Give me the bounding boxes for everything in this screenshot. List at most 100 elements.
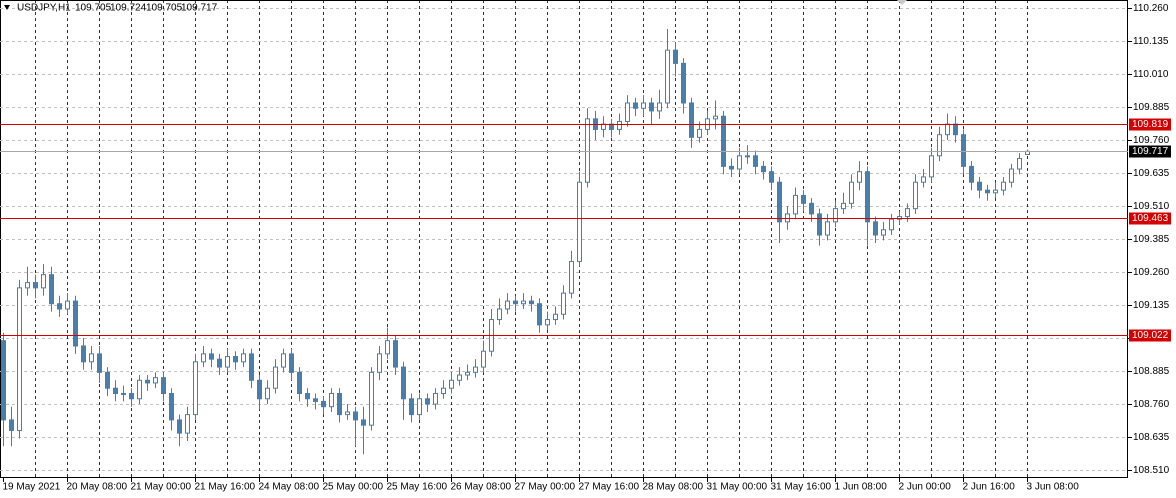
x-tick-label: 19 May 2021 xyxy=(3,482,61,493)
x-tick-label: 25 May 00:00 xyxy=(323,482,384,493)
candle-body xyxy=(537,303,542,326)
candle-body xyxy=(449,379,454,389)
shift-marker xyxy=(897,0,907,5)
candle-body xyxy=(665,49,670,104)
x-tick-label: 2 Jun 00:00 xyxy=(899,482,952,493)
candle-body xyxy=(289,353,294,373)
candle-body xyxy=(401,366,406,400)
candle-body xyxy=(465,371,470,376)
y-tick-label: 109.260 xyxy=(1133,267,1170,278)
candle-body xyxy=(481,350,486,368)
candle-body xyxy=(513,300,518,305)
x-tick-label: 3 Jun 08:00 xyxy=(1027,482,1080,493)
y-tick-label: 109.135 xyxy=(1133,300,1170,311)
y-tick-label: 108.760 xyxy=(1133,399,1170,410)
candle-body xyxy=(73,300,78,347)
candle-body xyxy=(729,165,734,170)
candle-body xyxy=(697,128,702,138)
candle-body xyxy=(897,216,902,220)
candle-body xyxy=(81,345,86,363)
candle-body xyxy=(177,419,182,434)
current-price-label: 109.717 xyxy=(1132,146,1169,157)
candle-body xyxy=(953,123,958,136)
candle-body xyxy=(1009,168,1014,183)
candle-body xyxy=(305,392,310,400)
x-tick-label: 24 May 08:00 xyxy=(259,482,320,493)
x-tick-label: 27 May 16:00 xyxy=(579,482,640,493)
candle-body xyxy=(409,398,414,416)
candle-body xyxy=(209,353,214,360)
candle-body xyxy=(937,134,942,157)
y-tick-label: 108.510 xyxy=(1133,465,1170,476)
candle-body xyxy=(561,292,566,315)
x-tick-label: 27 May 00:00 xyxy=(515,482,576,493)
candle-body xyxy=(945,123,950,136)
candle-body xyxy=(377,353,382,373)
y-tick-label: 109.635 xyxy=(1133,168,1170,179)
candle-body xyxy=(113,387,118,394)
symbol-menu-arrow[interactable] xyxy=(4,5,10,10)
candle-body xyxy=(65,300,70,310)
y-tick-label: 109.510 xyxy=(1133,201,1170,212)
candle-body xyxy=(961,134,966,167)
candle-body xyxy=(433,392,438,405)
candle-body xyxy=(657,102,662,112)
candle-body xyxy=(569,260,574,294)
candle-body xyxy=(337,392,342,416)
candle-body xyxy=(833,208,838,223)
candle-body xyxy=(577,181,582,262)
level-label-box xyxy=(1129,118,1171,131)
x-tick-label: 21 May 16:00 xyxy=(195,482,256,493)
candle-body xyxy=(329,392,334,408)
candle-body xyxy=(881,229,886,236)
x-tick-label: 21 May 00:00 xyxy=(131,482,192,493)
header-high: 109.724 xyxy=(110,3,147,14)
candle-body xyxy=(1017,157,1022,170)
candle-body xyxy=(193,361,198,416)
candle-body xyxy=(641,102,646,109)
candle-body xyxy=(753,155,758,167)
candle-body xyxy=(369,371,374,426)
x-tick-label: 28 May 08:00 xyxy=(643,482,704,493)
candle-body xyxy=(969,165,974,183)
header-open: 109.705 xyxy=(75,3,112,14)
candle-body xyxy=(201,353,206,363)
current-price-box xyxy=(1129,145,1171,158)
candle-body xyxy=(321,400,326,408)
y-tick-label: 110.010 xyxy=(1133,69,1169,80)
candle-body xyxy=(721,115,726,167)
candle-body xyxy=(297,371,302,394)
candle-body xyxy=(745,155,750,158)
header-low: 109.705 xyxy=(146,3,183,14)
symbol-label: USDJPY,H1 xyxy=(17,3,71,14)
candle-body xyxy=(801,194,806,204)
candle-body xyxy=(521,300,526,305)
candle-body xyxy=(633,102,638,109)
x-tick-label: 2 Jun 16:00 xyxy=(963,482,1016,493)
candle-body xyxy=(353,411,358,421)
x-tick-label: 31 May 00:00 xyxy=(707,482,768,493)
candle-body xyxy=(1001,181,1006,191)
x-tick-label: 20 May 08:00 xyxy=(67,482,128,493)
candle-body xyxy=(817,213,822,236)
candle-body xyxy=(785,213,790,223)
candle-body xyxy=(737,155,742,170)
candle-body xyxy=(681,62,686,104)
candle-body xyxy=(505,300,510,310)
candle-body xyxy=(57,303,62,310)
candle-body xyxy=(233,356,238,363)
candle-body xyxy=(545,319,550,326)
candle-body xyxy=(713,115,718,120)
candle-body xyxy=(977,181,982,191)
candle-body xyxy=(281,353,286,368)
candle-body xyxy=(97,353,102,373)
candle-body xyxy=(121,392,126,395)
y-tick-label: 109.385 xyxy=(1133,234,1170,245)
candle-body xyxy=(313,398,318,402)
candle-body xyxy=(441,387,446,394)
level-label-box xyxy=(1129,329,1171,342)
candle-body xyxy=(841,202,846,210)
candle-body xyxy=(913,181,918,210)
candle-body xyxy=(769,171,774,183)
candle-body xyxy=(33,282,38,289)
